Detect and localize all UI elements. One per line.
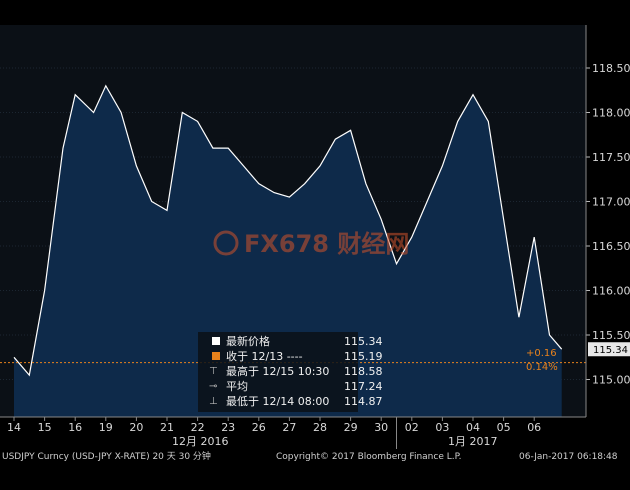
legend-box: ⊤ ⊸ ⊥ 最新价格 收于 12/13 ---- 最高于 12/15 10:30… — [198, 332, 383, 412]
x-tick-label: 15 — [38, 421, 52, 434]
y-tick-label: 117.50 — [592, 151, 630, 164]
legend-value-low: 114.87 — [344, 395, 383, 408]
x-tick-label: 29 — [344, 421, 358, 434]
x-tick-label: 04 — [466, 421, 480, 434]
x-tick-label: 22 — [191, 421, 205, 434]
y-tick-label: 116.00 — [592, 285, 630, 298]
legend-swatch-close — [212, 352, 220, 360]
y-tick-label: 118.00 — [592, 107, 630, 120]
y-tick-label: 118.50 — [592, 62, 630, 75]
watermark-text: FX678 财经网 — [244, 230, 409, 258]
y-tick-label: 116.50 — [592, 240, 630, 253]
legend-label-avg: 平均 — [226, 380, 248, 393]
avg-marker-icon: ⊸ — [209, 381, 217, 392]
x-tick-label: 06 — [527, 421, 541, 434]
last-price-label: 115.34 — [593, 345, 628, 356]
high-marker-icon: ⊤ — [209, 366, 218, 377]
x-tick-label: 27 — [282, 421, 296, 434]
x-tick-label: 19 — [99, 421, 113, 434]
footer-timestamp: 06-Jan-2017 06:18:48 — [519, 452, 618, 462]
month-label-dec: 12月 2016 — [172, 435, 229, 448]
legend-value-latest: 115.34 — [344, 335, 383, 348]
change-value: +0.16 — [526, 348, 557, 359]
legend-label-latest: 最新价格 — [226, 334, 270, 348]
watermark-logo-icon — [213, 230, 239, 256]
x-tick-label: 03 — [435, 421, 449, 434]
legend-value-avg: 117.24 — [344, 380, 383, 393]
legend-value-close: 115.19 — [344, 350, 383, 363]
legend-background — [198, 332, 358, 412]
footer-ticker: USDJPY Curncy (USD-JPY X-RATE) 20 天 30 分… — [2, 450, 211, 462]
change-percent: 0.14% — [526, 362, 558, 373]
last-price-tag-bg — [588, 342, 630, 357]
x-tick-label: 05 — [497, 421, 511, 434]
x-tick-label: 23 — [221, 421, 235, 434]
x-tick-label: 28 — [313, 421, 327, 434]
month-label-jan: 1月 2017 — [448, 435, 498, 448]
x-tick-label: 21 — [160, 421, 174, 434]
y-tick-label: 115.50 — [592, 329, 630, 342]
x-tick-label: 30 — [374, 421, 388, 434]
y-tick-label: 117.00 — [592, 196, 630, 209]
last-price-tag: 115.34 — [588, 342, 630, 357]
legend-label-close: 收于 12/13 ---- — [226, 349, 303, 363]
legend-label-high: 最高于 12/15 10:30 — [226, 364, 329, 378]
y-tick-label: 115.00 — [592, 374, 630, 387]
x-tick-label: 20 — [129, 421, 143, 434]
x-tick-label: 16 — [68, 421, 82, 434]
x-tick-label: 26 — [252, 421, 266, 434]
x-axis: 14 15 16 19 20 21 22 23 26 27 28 29 30 02 03 04 05 06 — [0, 416, 586, 434]
x-tick-label: 02 — [405, 421, 419, 434]
legend-value-high: 118.58 — [344, 365, 383, 378]
price-line — [13, 84, 563, 377]
x-tick-label: 14 — [7, 421, 21, 434]
low-marker-icon: ⊥ — [209, 396, 218, 407]
y-axis: 118.50 118.00 117.50 117.00 116.50 116.00 115.… — [585, 25, 630, 417]
watermark: FX678 财经网 — [213, 230, 409, 258]
price-area — [14, 85, 562, 418]
legend-label-low: 最低于 12/14 08:00 — [226, 395, 329, 408]
footer-copyright: Copyright© 2017 Bloomberg Finance L.P. — [276, 452, 461, 462]
legend-swatch-latest — [212, 337, 220, 345]
